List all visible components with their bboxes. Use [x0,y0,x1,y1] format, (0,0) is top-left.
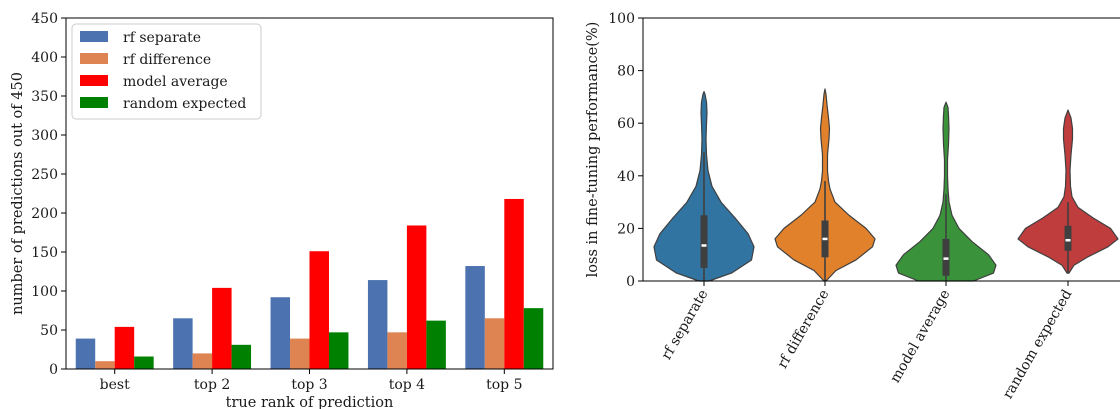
bar-y-tick-label: 0 [49,362,58,378]
bar-legend-swatch-random-expected [80,97,108,108]
bar-random-expected-best [134,356,154,369]
bar-rf-separate-top-2 [173,318,193,369]
bar-y-tick-label: 300 [31,128,58,144]
bar-model-average-top-2 [212,287,232,369]
bar-y-tick-label: 450 [31,11,58,27]
violin-median-random-expected [1065,238,1071,242]
violin-x-tick-label: rf difference [775,287,833,371]
violin-x-tick-label: model average [887,287,953,386]
violin-y-tick-label: 60 [617,116,635,132]
bar-x-tick-label: top 4 [389,377,425,393]
violin-chart: 0 20 40 60 80 100 rf separate rf difference mod… [585,11,1120,402]
bar-rf-difference-best [95,361,115,369]
violin-median-rf-difference [822,237,828,241]
bar-x-tick-label: top 5 [486,377,522,393]
bar-random-expected-top-3 [328,332,349,369]
bar-chart: 0 50 100 150 200 250 300 350 400 450 best top 2 top… [10,11,554,409]
bar-legend-label-rf-difference: rf difference [123,52,211,68]
bar-random-expected-top-2 [231,344,252,369]
bar-rf-separate-best [75,338,96,369]
bar-rf-separate-top-5 [465,266,485,369]
bar-legend-swatch-rf-separate [80,31,108,42]
violin-series-group [653,88,1119,282]
violin-y-tick-label: 0 [626,274,635,290]
bar-y-axis-label: number of predictions out of 450 [10,72,26,315]
bar-y-tick-label: 400 [31,50,58,66]
bar-rf-difference-top-5 [484,318,505,369]
bar-series-group [75,198,544,369]
bar-y-tick-label: 250 [31,167,58,183]
bar-rf-separate-top-4 [367,280,388,369]
violin-iqr-box-random-expected [1064,225,1072,251]
bar-y-tick-label: 150 [31,245,58,261]
bar-x-tick-label: top 2 [194,377,230,393]
bar-legend: rf separate rf difference model average ran… [71,23,262,120]
violin-iqr-box-rf-separate [700,215,708,268]
violin-x-tick-label: rf separate [659,287,712,363]
violin-body-model-average [895,101,997,282]
bar-legend-box [71,23,262,120]
violin-y-tick-label: 100 [608,11,635,27]
bar-y-tick-label: 100 [31,284,58,300]
violin-y-tick-label: 80 [617,64,635,80]
bar-y-tick-label: 50 [40,323,58,339]
bar-legend-label-model-average: model average [123,74,228,90]
violin-axes-lines [642,17,1120,282]
violin-y-axis-label: loss in fine-tuning performance(%) [585,22,601,278]
bar-legend-swatch-model-average [80,75,108,86]
violin-x-axis: rf separate rf difference model average ran… [659,281,1076,402]
violin-y-tick-label: 20 [617,221,635,237]
bar-random-expected-top-5 [523,308,544,369]
bar-rf-difference-top-3 [290,338,310,369]
violin-body-random-expected [1017,109,1119,274]
bar-random-expected-top-4 [426,320,446,369]
violin-iqr-box-model-average [942,238,950,276]
bar-y-tick-label: 200 [31,206,58,222]
bar-x-axis: best top 2 top 3 top 4 top 5 [100,369,522,393]
bar-model-average-best [114,326,135,369]
violin-x-tick-label: random expected [1000,287,1076,402]
bar-x-tick-label: top 3 [291,377,327,393]
bar-rf-separate-top-3 [270,297,291,369]
bar-legend-label-random-expected: random expected [123,96,246,112]
bar-model-average-top-3 [309,251,329,369]
bar-model-average-top-4 [406,225,427,369]
bar-y-axis: 0 50 100 150 200 250 300 350 400 450 [31,11,66,378]
violin-median-model-average [943,257,949,260]
violin-y-tick-label: 40 [617,169,635,185]
violin-median-rf-separate [701,244,707,247]
violin-y-axis: 0 20 40 60 80 100 [608,11,643,290]
bar-legend-label-rf-separate: rf separate [123,30,201,46]
bar-rf-difference-top-2 [192,353,213,369]
bar-rf-difference-top-4 [387,332,407,369]
bar-legend-swatch-rf-difference [80,53,108,64]
bar-model-average-top-5 [504,198,524,369]
bar-x-axis-label: true rank of prediction [226,395,394,409]
bar-x-tick-label: best [100,377,130,393]
bar-y-tick-label: 350 [31,89,58,105]
